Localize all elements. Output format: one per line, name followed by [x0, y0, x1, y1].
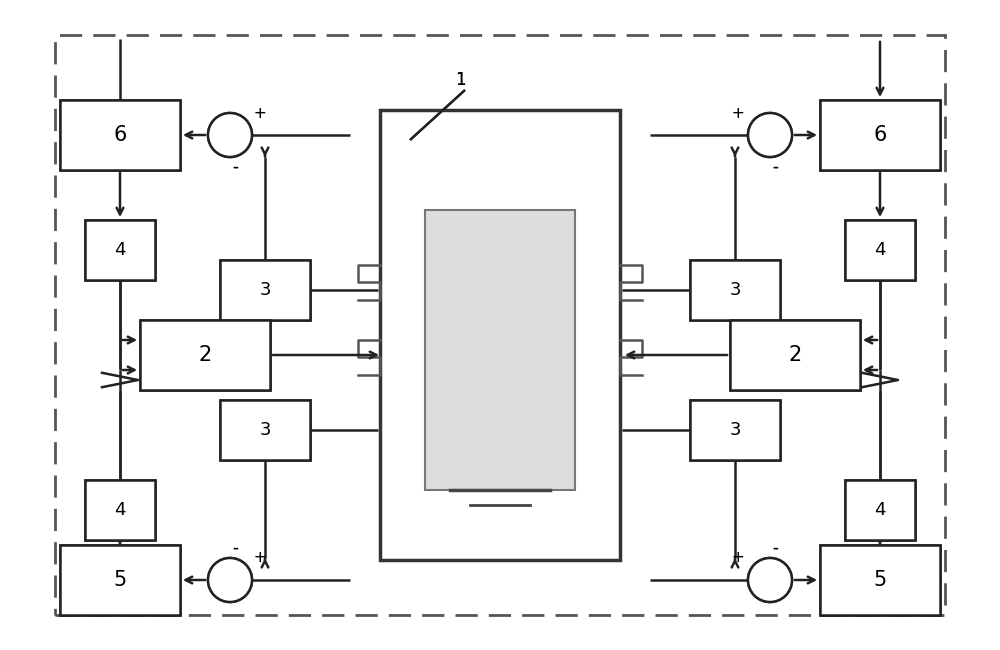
- Text: -: -: [772, 158, 778, 176]
- Text: -: -: [232, 539, 238, 557]
- Bar: [845, 220, 915, 280]
- Text: +: +: [254, 105, 266, 120]
- Text: 6: 6: [113, 125, 127, 145]
- Bar: [690, 260, 780, 320]
- Bar: [55, 35, 945, 615]
- Text: 3: 3: [259, 281, 271, 299]
- Text: 3: 3: [259, 421, 271, 439]
- Bar: [85, 220, 155, 280]
- Bar: [820, 545, 940, 615]
- Bar: [60, 100, 180, 170]
- Text: 4: 4: [114, 501, 126, 519]
- Text: 2: 2: [198, 345, 212, 365]
- Bar: [380, 110, 620, 560]
- Text: +: +: [254, 551, 266, 566]
- Text: 3: 3: [729, 281, 741, 299]
- Text: -: -: [232, 158, 238, 176]
- Bar: [730, 320, 860, 390]
- Circle shape: [748, 558, 792, 602]
- Text: 6: 6: [113, 125, 127, 145]
- Text: +: +: [732, 551, 744, 566]
- Circle shape: [208, 113, 252, 157]
- Bar: [690, 400, 780, 460]
- Text: -: -: [772, 539, 778, 557]
- Bar: [820, 100, 940, 170]
- Circle shape: [208, 558, 252, 602]
- Bar: [85, 220, 155, 280]
- Text: -: -: [232, 158, 238, 176]
- Text: 3: 3: [259, 421, 271, 439]
- Bar: [220, 400, 310, 460]
- Text: 3: 3: [729, 421, 741, 439]
- Bar: [60, 545, 180, 615]
- Bar: [845, 480, 915, 540]
- Text: +: +: [732, 105, 744, 120]
- Bar: [845, 480, 915, 540]
- Bar: [60, 100, 180, 170]
- Text: 2: 2: [788, 345, 802, 365]
- Bar: [220, 260, 310, 320]
- Text: 5: 5: [113, 570, 127, 590]
- Circle shape: [748, 113, 792, 157]
- Text: 5: 5: [873, 570, 887, 590]
- Text: 4: 4: [874, 241, 886, 259]
- Bar: [425, 210, 575, 490]
- Text: 4: 4: [874, 501, 886, 519]
- Bar: [60, 545, 180, 615]
- Circle shape: [208, 558, 252, 602]
- Text: 2: 2: [788, 345, 802, 365]
- Text: 4: 4: [114, 501, 126, 519]
- Bar: [820, 545, 940, 615]
- Text: -: -: [772, 539, 778, 557]
- Bar: [85, 480, 155, 540]
- Circle shape: [748, 558, 792, 602]
- Circle shape: [208, 113, 252, 157]
- Bar: [730, 320, 860, 390]
- Text: 3: 3: [729, 281, 741, 299]
- Text: 6: 6: [873, 125, 887, 145]
- Text: 4: 4: [114, 241, 126, 259]
- Text: 5: 5: [113, 570, 127, 590]
- Text: 3: 3: [729, 421, 741, 439]
- Text: +: +: [732, 105, 744, 120]
- Text: +: +: [254, 551, 266, 566]
- Bar: [820, 100, 940, 170]
- Bar: [845, 220, 915, 280]
- Text: 4: 4: [114, 241, 126, 259]
- Text: 6: 6: [873, 125, 887, 145]
- Bar: [220, 400, 310, 460]
- Bar: [85, 480, 155, 540]
- Text: 1: 1: [455, 71, 465, 89]
- Text: -: -: [232, 539, 238, 557]
- Text: +: +: [732, 551, 744, 566]
- Text: 2: 2: [198, 345, 212, 365]
- Text: -: -: [772, 158, 778, 176]
- Text: 1: 1: [455, 71, 465, 89]
- Bar: [690, 260, 780, 320]
- Text: 3: 3: [259, 281, 271, 299]
- Text: 5: 5: [873, 570, 887, 590]
- Text: 4: 4: [874, 501, 886, 519]
- Bar: [690, 400, 780, 460]
- Circle shape: [748, 113, 792, 157]
- Bar: [220, 260, 310, 320]
- Text: +: +: [254, 105, 266, 120]
- Text: 4: 4: [874, 241, 886, 259]
- Bar: [140, 320, 270, 390]
- Bar: [140, 320, 270, 390]
